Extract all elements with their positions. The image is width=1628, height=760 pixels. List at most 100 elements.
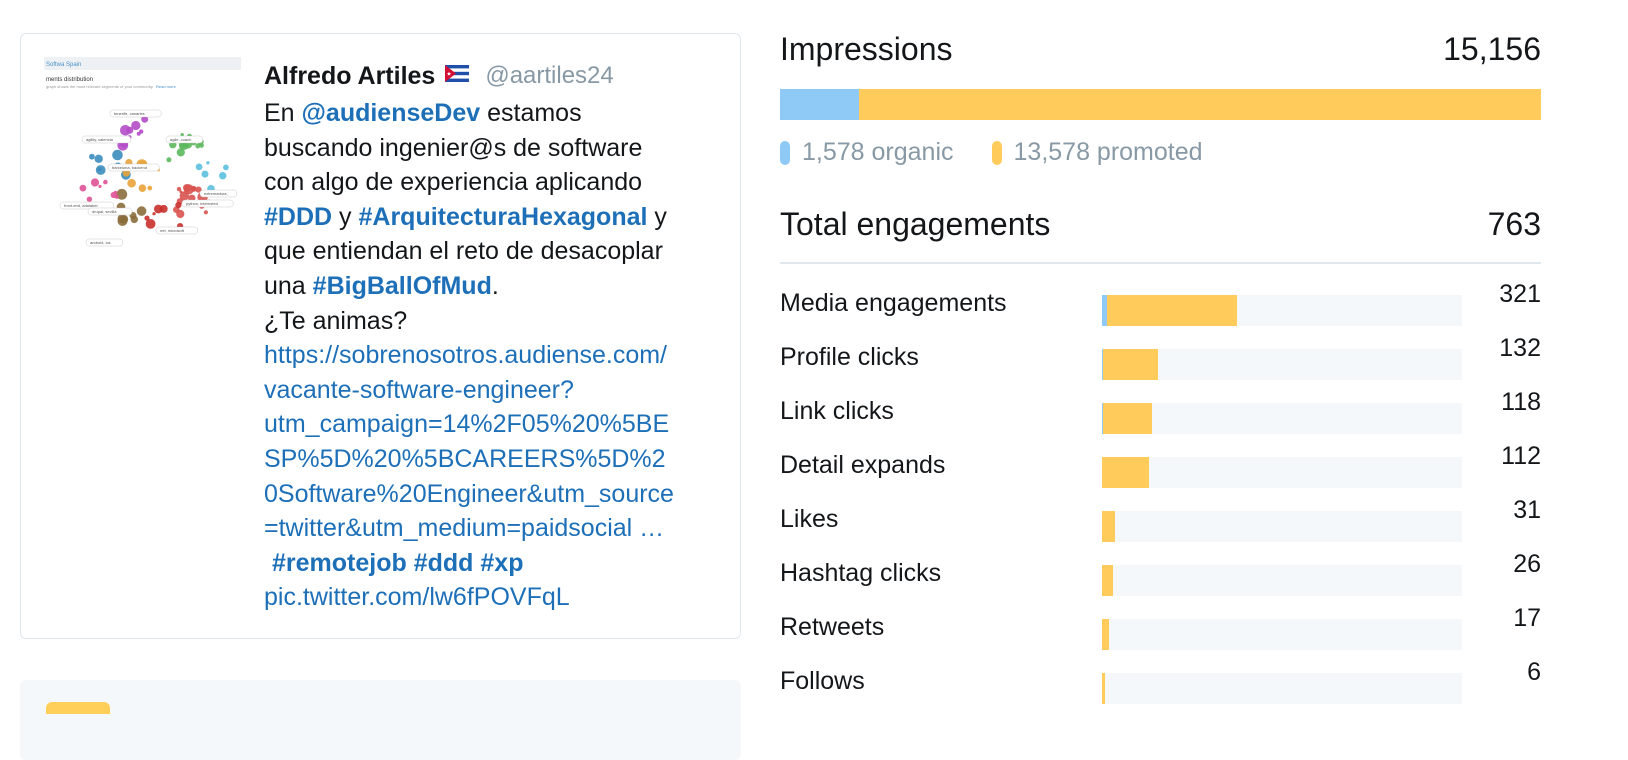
hashtag-link[interactable]: #xp	[480, 548, 524, 577]
legend-organic: 1,578 organic	[780, 138, 954, 167]
tweet-text-line: #remotejob #ddd #xp	[264, 546, 724, 581]
tweet-text-line: utm_campaign=14%2F05%20%5BE	[264, 407, 724, 442]
hashtag-link[interactable]: #ddd	[413, 548, 474, 577]
tweet-author-row: Alfredo Artiles @aartiles24	[264, 58, 724, 94]
impressions-promoted-segment	[859, 89, 1541, 120]
engagement-bar	[1102, 295, 1462, 326]
engagement-organic-segment	[1102, 295, 1107, 326]
tweet-text-line: que entiendan el reto de desacoplar	[264, 234, 724, 269]
tweet-text-line: una #BigBallOfMud.	[264, 269, 724, 304]
tweet-text-line: SP%5D%20%5BCAREERS%5D%2	[264, 442, 724, 477]
thumbnail-tag: barcelona, backend	[112, 165, 147, 170]
tweet-text-line: =twitter&utm_medium=paidsocial …	[264, 511, 724, 546]
engagement-value: 132	[1499, 334, 1541, 362]
author-handle[interactable]: @aartiles24	[485, 62, 614, 89]
tweet-text-line: #DDD y #ArquitecturaHexagonal y	[264, 200, 724, 235]
tweet-text-span: y	[332, 202, 359, 231]
legend-promoted-label: 13,578 promoted	[1013, 138, 1203, 166]
thumbnail-title: ments distribution	[46, 77, 93, 83]
tweet-text-line: ¿Te animas?	[264, 304, 724, 339]
engagement-promoted-segment	[1103, 349, 1158, 380]
thumbnail-tag: python, interested	[186, 201, 218, 206]
thumbnail-tag: tenerife, canaries	[114, 111, 145, 116]
engagement-row: Media engagements 321	[780, 278, 1541, 332]
url-link[interactable]: utm_campaign=14%2F05%20%5BE	[264, 410, 670, 439]
tweet-text-span: que entiendan el reto de desacoplar	[264, 237, 663, 266]
engagement-value: 31	[1513, 496, 1541, 524]
thumbnail-header: Softwa Spain	[46, 62, 81, 68]
engagement-promoted-segment	[1103, 403, 1152, 434]
engagement-value: 321	[1499, 280, 1541, 308]
total-engagements-row: Total engagements 763	[780, 206, 1541, 243]
thumbnail-tag: front-end, adalaber	[64, 203, 98, 208]
tweet-text-span: estamos	[480, 99, 582, 127]
tweet-text-span: .	[491, 271, 499, 300]
engagement-row: Detail expands 112	[780, 440, 1541, 494]
url-link[interactable]: =twitter&utm_medium=paidsocial …	[264, 514, 665, 543]
hashtag-link[interactable]: #remotejob	[272, 548, 407, 577]
engagement-bar	[1102, 673, 1462, 704]
engagement-value: 118	[1501, 388, 1541, 416]
mention-link[interactable]: @audienseDev	[301, 99, 481, 127]
url-link[interactable]: 0Software%20Engineer&utm_source	[264, 479, 674, 508]
tweet-text-line: vacante-software-engineer?	[264, 373, 724, 408]
thumbnail-tag: drupal, sevilla	[92, 209, 117, 214]
thumbnail-subtitle: graph shows the most relevant segments o…	[46, 84, 154, 89]
engagements-divider	[780, 262, 1541, 264]
engagement-promoted-segment	[1102, 511, 1116, 542]
total-engagements-value: 763	[1487, 206, 1541, 242]
url-link[interactable]: SP%5D%20%5BCAREERS%5D%2	[264, 444, 666, 473]
tweet-text-line: https://sobrenosotros.audiense.com/	[264, 338, 724, 373]
engagement-value: 17	[1513, 604, 1541, 632]
tweet-text-line: pic.twitter.com/lw6fPOVFqL	[264, 580, 724, 615]
hashtag-link[interactable]: #DDD	[264, 202, 333, 231]
url-link[interactable]: https://sobrenosotros.audiense.com/	[264, 341, 668, 370]
engagement-bar	[1102, 457, 1462, 488]
engagement-row: Link clicks 118	[780, 386, 1541, 440]
impressions-legend: 1,578 organic 13,578 promoted	[780, 138, 1241, 167]
engagement-promoted-segment	[1102, 565, 1113, 596]
engagement-row: Retweets 17	[780, 602, 1541, 656]
engagement-promoted-segment	[1106, 295, 1238, 326]
cuba-flag-icon	[445, 65, 470, 87]
tweet-text-span	[407, 549, 414, 577]
impressions-row: Impressions 15,156	[780, 31, 1541, 68]
engagement-value: 6	[1527, 658, 1541, 686]
engagement-value: 112	[1501, 442, 1541, 470]
impressions-organic-segment	[780, 89, 860, 120]
engagement-value: 26	[1513, 550, 1541, 578]
thumbnail-tag: net, microsoft	[160, 228, 185, 233]
thumbnail-tag: agile, coach	[170, 137, 191, 142]
legend-promoted: 13,578 promoted	[991, 138, 1203, 167]
engagement-organic-segment	[1102, 403, 1104, 434]
tweet-text-span: y	[647, 202, 667, 231]
impressions-label: Impressions	[780, 31, 953, 67]
engagement-bar	[1102, 511, 1462, 542]
engagement-bar	[1102, 403, 1462, 434]
organic-swatch-icon	[780, 140, 790, 165]
engagement-promoted-segment	[1102, 673, 1105, 704]
engagement-row: Likes 31	[780, 494, 1541, 548]
thumbnail-tag: android, ios	[90, 240, 111, 245]
hashtag-link[interactable]: #ArquitecturaHexagonal	[358, 202, 648, 231]
engagement-bar	[1102, 349, 1462, 380]
hashtag-link[interactable]: #BigBallOfMud	[312, 271, 492, 300]
engagement-bar	[1102, 565, 1462, 596]
legend-organic-label: 1,578 organic	[802, 138, 954, 166]
url-link[interactable]: vacante-software-engineer?	[264, 375, 574, 404]
tweet-text-span: ¿Te animas?	[264, 306, 408, 335]
author-name[interactable]: Alfredo Artiles	[264, 61, 436, 90]
pic-link[interactable]: pic.twitter.com/lw6fPOVFqL	[264, 583, 570, 612]
engagement-label: Follows	[780, 667, 865, 695]
engagement-label: Profile clicks	[780, 343, 919, 371]
tweet-text-line: con algo de experiencia aplicando	[264, 165, 724, 200]
engagement-label: Retweets	[780, 613, 885, 641]
next-tweet-card[interactable]	[20, 680, 741, 760]
tweet-text: En @audienseDev estamos buscando ingenier…	[264, 96, 724, 615]
tweet-text-span: con algo de experiencia aplicando	[264, 168, 643, 197]
tweet-text-span: buscando ingenier@s de software	[264, 133, 643, 162]
tweet-media-thumbnail[interactable]: Softwa Spain ments distribution graph sh…	[44, 57, 241, 253]
tweet-text-line: buscando ingenier@s de software	[264, 131, 724, 166]
total-engagements-label: Total engagements	[780, 206, 1051, 242]
thumbnail-image: Softwa Spain ments distribution graph sh…	[44, 57, 241, 253]
